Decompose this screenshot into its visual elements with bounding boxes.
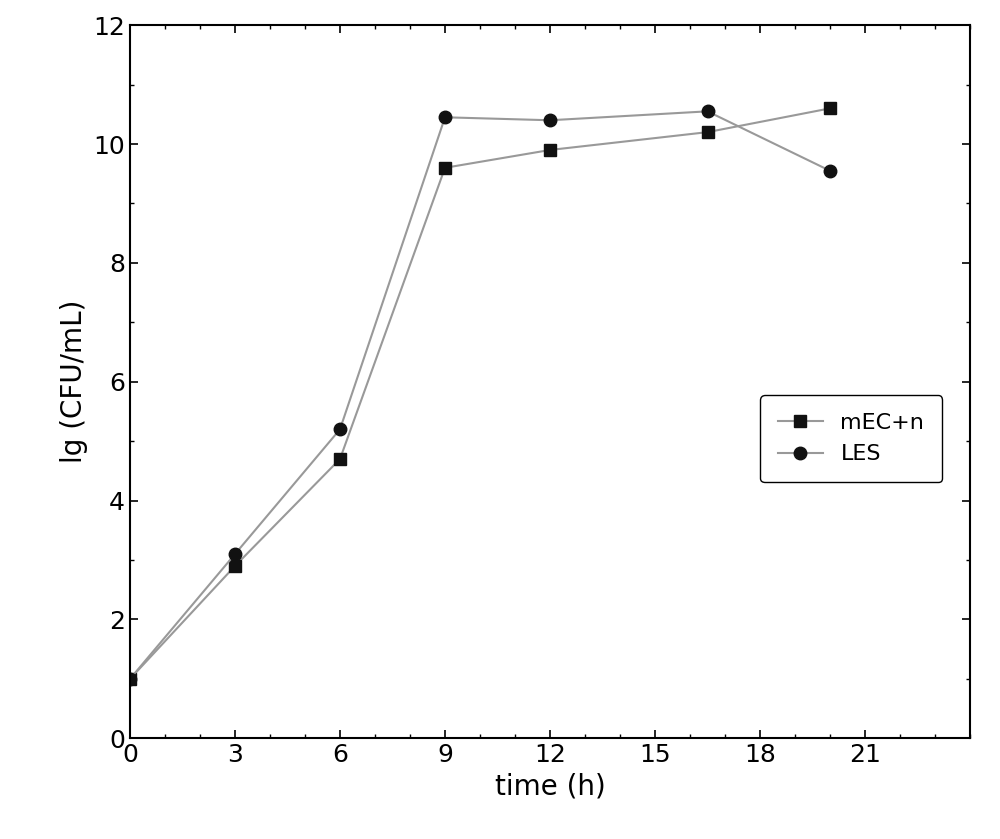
mEC+n bbox=[334, 454, 346, 464]
LES bbox=[544, 115, 556, 125]
mEC+n bbox=[702, 128, 714, 138]
mEC+n bbox=[229, 561, 241, 571]
Legend: mEC+n, LES: mEC+n, LES bbox=[760, 395, 942, 482]
LES bbox=[439, 112, 451, 122]
LES bbox=[124, 674, 136, 684]
LES bbox=[229, 549, 241, 559]
mEC+n bbox=[124, 674, 136, 684]
mEC+n bbox=[439, 163, 451, 173]
mEC+n bbox=[544, 145, 556, 155]
LES bbox=[702, 107, 714, 117]
LES bbox=[334, 425, 346, 435]
Y-axis label: lg (CFU/mL): lg (CFU/mL) bbox=[60, 300, 88, 463]
LES bbox=[824, 166, 836, 176]
X-axis label: time (h): time (h) bbox=[495, 773, 605, 800]
Line: LES: LES bbox=[124, 105, 836, 685]
mEC+n bbox=[824, 103, 836, 113]
Line: mEC+n: mEC+n bbox=[124, 102, 836, 685]
